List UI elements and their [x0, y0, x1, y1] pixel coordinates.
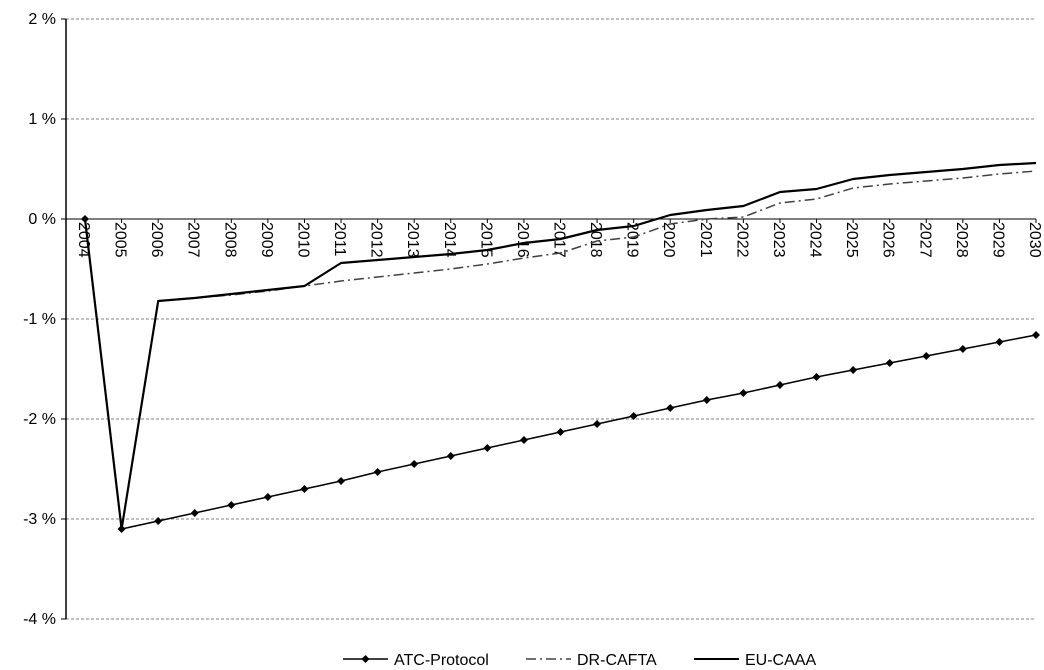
x-tick-label: 2025: [843, 222, 860, 258]
y-tick-label: -1 %: [23, 311, 56, 328]
x-tick-label: 2019: [624, 222, 641, 258]
data-point-atc-protocol: [446, 452, 455, 460]
data-point-atc-protocol: [556, 428, 565, 436]
legend-label-dr-cafta: DR-CAFTA: [577, 652, 657, 669]
y-tick-label: 1 %: [28, 111, 56, 128]
data-point-atc-protocol: [190, 509, 199, 517]
x-tick-label: 2027: [916, 222, 933, 258]
axes: [65, 19, 1036, 619]
data-point-atc-protocol: [702, 396, 711, 404]
data-point-atc-protocol: [410, 460, 419, 468]
legend-item-eu-caaa: EU-CAAA: [694, 652, 816, 669]
x-tick-label: 2029: [989, 222, 1006, 258]
x-tick-label: 2018: [587, 222, 604, 258]
data-point-atc-protocol: [739, 389, 748, 397]
data-point-atc-protocol: [300, 485, 309, 493]
x-tick-label: 2028: [953, 222, 970, 258]
legend-item-dr-cafta: DR-CAFTA: [526, 652, 657, 669]
legend-item-atc-protocol: ATC-Protocol: [343, 652, 489, 669]
data-point-atc-protocol: [373, 468, 382, 476]
x-tick-label: 2023: [770, 222, 787, 258]
x-tick-label: 2005: [112, 222, 129, 258]
x-tick-label: 2015: [477, 222, 494, 258]
legend-label-atc-protocol: ATC-Protocol: [394, 652, 489, 669]
data-point-atc-protocol: [1032, 331, 1040, 339]
data-point-atc-protocol: [483, 444, 492, 452]
x-tick-label: 2020: [660, 222, 677, 258]
data-point-atc-protocol: [154, 517, 163, 525]
x-tick-label: 2012: [368, 222, 385, 258]
data-point-atc-protocol: [666, 404, 675, 412]
x-tick-label: 2026: [880, 222, 897, 258]
x-tick-label: 2006: [148, 222, 165, 258]
data-point-atc-protocol: [227, 501, 236, 509]
data-point-atc-protocol: [775, 381, 784, 389]
x-tick-label: 2010: [294, 222, 311, 258]
legend-marker-atc-protocol: [361, 655, 370, 663]
x-tick-label: 2024: [807, 222, 824, 258]
x-tick-label: 2022: [733, 222, 750, 258]
data-point-atc-protocol: [593, 420, 602, 428]
legend-label-eu-caaa: EU-CAAA: [745, 652, 816, 669]
data-point-atc-protocol: [849, 366, 858, 374]
x-axis-tick-labels: 2004 2005 2006 2007 2008 2009 2010 2011 2012 2013…: [75, 222, 1043, 258]
x-tick-label: 2021: [697, 222, 714, 258]
y-axis-tick-labels: 2 % 1 % 0 % -1 % -2 % -3 % -4 %: [23, 11, 56, 628]
series-line-atc-protocol: [84, 218, 1037, 530]
series-lines: [81, 161, 1040, 533]
data-point-atc-protocol: [81, 215, 89, 223]
x-tick-label: 2014: [441, 222, 458, 258]
data-point-atc-protocol: [337, 477, 346, 485]
y-tick-label: 0 %: [28, 211, 56, 228]
data-point-atc-protocol: [995, 338, 1004, 346]
data-point-atc-protocol: [958, 345, 967, 353]
data-point-atc-protocol: [885, 359, 894, 367]
series-line-eu-caaa: [83, 161, 1037, 531]
data-point-atc-protocol: [922, 352, 931, 360]
data-point-atc-protocol: [263, 493, 272, 501]
x-tick-label: 2011: [331, 222, 348, 257]
x-tick-label: 2030: [1026, 222, 1043, 258]
x-tick-label: 2007: [185, 222, 202, 258]
y-tick-label: 2 %: [28, 11, 56, 28]
y-tick-label: -3 %: [23, 511, 56, 528]
y-tick-label: -2 %: [23, 411, 56, 428]
legend: ATC-Protocol DR-CAFTA EU-CAAA: [343, 652, 816, 669]
data-point-atc-protocol: [629, 412, 638, 420]
x-tick-label: 2008: [221, 222, 238, 258]
y-tick-label: -4 %: [23, 611, 56, 628]
x-tick-label: 2013: [404, 222, 421, 258]
data-point-atc-protocol: [812, 373, 821, 381]
x-tick-label: 2016: [514, 222, 531, 258]
x-tick-label: 2009: [258, 222, 275, 258]
gridlines: [61, 18, 1037, 620]
data-point-atc-protocol: [117, 525, 126, 533]
data-point-atc-protocol: [519, 436, 528, 444]
